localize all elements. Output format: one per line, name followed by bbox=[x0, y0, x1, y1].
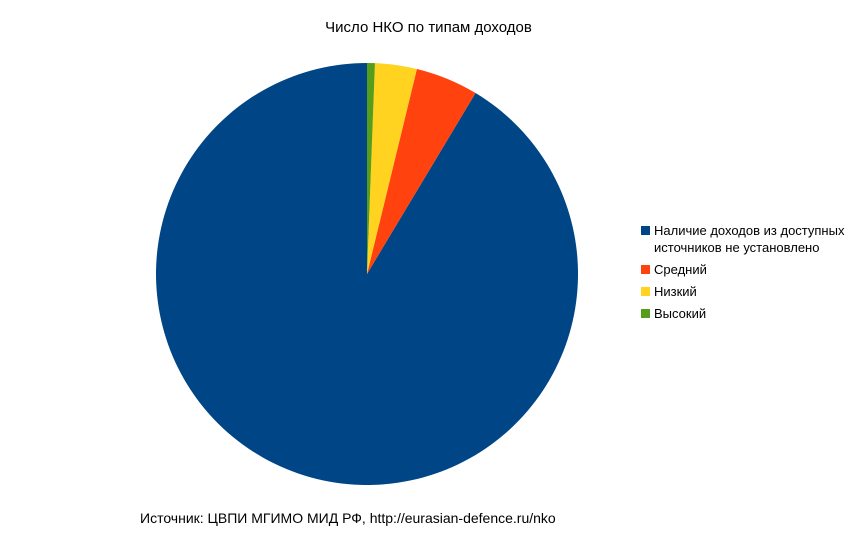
pie-slice-1 bbox=[367, 68, 476, 275]
legend-label: Низкий bbox=[654, 284, 697, 299]
chart-legend: Наличие доходов из доступных источников … bbox=[641, 222, 855, 322]
legend-label: Высокий bbox=[654, 306, 707, 321]
pie-slice-3 bbox=[367, 63, 375, 274]
legend-item: Низкий bbox=[641, 283, 855, 300]
pie-slice-0 bbox=[156, 63, 579, 485]
chart-title: Число НКО по типам доходов bbox=[325, 19, 532, 36]
legend-item: Средний bbox=[641, 261, 855, 278]
source-caption: Источник: ЦВПИ МГИМО МИД РФ, http://eura… bbox=[140, 510, 556, 526]
pie-slice-2 bbox=[367, 63, 417, 275]
legend-item: Наличие доходов из доступных источников … bbox=[641, 222, 855, 256]
legend-swatch-icon bbox=[641, 287, 650, 296]
legend-label: Наличие доходов из доступных источников … bbox=[654, 223, 845, 255]
legend-item: Высокий bbox=[641, 305, 855, 322]
legend-label: Средний bbox=[654, 262, 707, 277]
legend-swatch-icon bbox=[641, 265, 650, 274]
legend-swatch-icon bbox=[641, 226, 650, 235]
pie-slices bbox=[156, 63, 579, 485]
legend-swatch-icon bbox=[641, 309, 650, 318]
